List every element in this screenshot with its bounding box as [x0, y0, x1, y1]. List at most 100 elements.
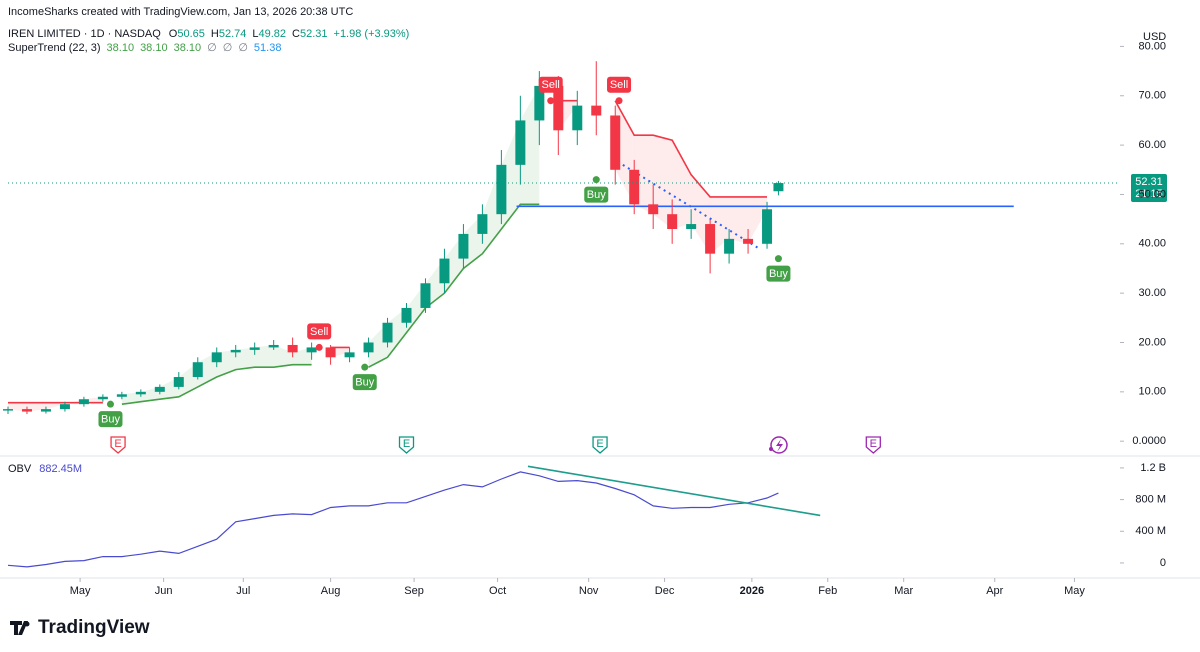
signal-label: Buy	[101, 414, 120, 426]
candle-body	[477, 214, 488, 234]
y-tick-label: 0.0000	[1132, 435, 1166, 447]
candle-body	[78, 399, 89, 405]
signal-label: Buy	[769, 268, 788, 280]
event-label: E	[870, 438, 877, 450]
signal-dot	[106, 400, 114, 408]
x-tick-label: Nov	[579, 585, 599, 597]
event-label: E	[596, 438, 603, 450]
ohlc-value: 52.31	[300, 28, 328, 40]
obv-pane	[7, 465, 821, 568]
candle-body	[762, 209, 773, 244]
currency: USD	[1143, 31, 1166, 43]
event-icon	[865, 436, 881, 454]
series-line	[7, 471, 779, 568]
y-tick-label: 10.00	[1138, 386, 1166, 398]
logo	[10, 621, 30, 635]
signal-label: Sell	[610, 79, 628, 91]
credit: IncomeSharks created with TradingView.co…	[8, 6, 353, 18]
x-tick-label: Mar	[894, 585, 913, 597]
candle-body	[154, 386, 165, 392]
signal-dot	[315, 343, 323, 351]
event-icon	[592, 436, 608, 454]
change: +1.98 (+3.93%)	[334, 28, 410, 40]
candle-body	[344, 352, 355, 358]
candle-body	[21, 409, 32, 412]
candle-body	[135, 391, 146, 395]
event-label: E	[403, 438, 410, 450]
signal-box	[607, 76, 632, 93]
legend-indicator: SuperTrend (22, 3) 38.10 38.10 38.10 ∅ ∅ ∅ 51.3…	[8, 42, 281, 54]
x-tick-label: Dec	[655, 585, 675, 597]
signal-label: Sell	[542, 79, 560, 91]
candle-body	[59, 404, 70, 410]
candle-body	[211, 352, 222, 363]
last-price-box	[1131, 174, 1167, 203]
ohlc-label: C	[292, 28, 300, 40]
signal-dot	[361, 363, 369, 371]
x-tick-label: Sep	[404, 585, 424, 597]
candle-body	[401, 307, 412, 323]
signal-dot	[547, 97, 555, 105]
candle-body	[420, 283, 431, 308]
signal-label: Buy	[355, 377, 374, 389]
signal-box	[584, 186, 609, 203]
event-icon	[398, 436, 415, 454]
y-tick-label: 0	[1160, 557, 1166, 569]
signal-dot	[774, 255, 782, 263]
y-tick-label: 70.00	[1138, 90, 1166, 102]
indicator-value: 38.10	[174, 42, 202, 54]
y-tick-label: 400 M	[1135, 525, 1166, 537]
candle-body	[3, 409, 13, 411]
candle-body	[325, 347, 336, 358]
y-tick-label: 50.00	[1138, 188, 1166, 200]
x-tick-label: May	[70, 585, 91, 597]
candle-body	[306, 347, 317, 353]
candle-body	[591, 105, 602, 116]
signal-box	[98, 411, 123, 428]
candle-body	[363, 342, 374, 353]
indicator: SuperTrend (22, 3)	[8, 42, 101, 54]
y-tick-label: 30.00	[1138, 287, 1166, 299]
candle-body	[40, 409, 51, 412]
candle-body	[667, 214, 678, 229]
obv-name: OBV	[8, 463, 32, 475]
y-tick-label: 40.00	[1138, 238, 1166, 250]
x-tick-label: Jul	[236, 585, 250, 597]
symbol: IREN LIMITED · 1D · NASDAQ	[8, 28, 161, 40]
signal-label: Sell	[310, 326, 328, 338]
ohlc-label: O	[169, 28, 178, 40]
candle-body	[192, 362, 203, 378]
candle-body	[496, 164, 507, 215]
signal-box	[538, 76, 563, 93]
candle-body	[116, 394, 127, 397]
y-tick-label: 20.00	[1138, 336, 1166, 348]
indicator-value: 38.10	[107, 42, 135, 54]
brand: TradingView	[38, 617, 150, 638]
ohlc-value: 52.74	[219, 28, 247, 40]
signal-dot	[615, 97, 623, 105]
x-tick-label: Feb	[818, 585, 837, 597]
indicator-value: ∅	[207, 42, 217, 54]
indicator-value: 51.38	[254, 42, 282, 54]
candle-body	[515, 120, 526, 165]
signal-dot	[592, 176, 600, 184]
legend-symbol: IREN LIMITED · 1D · NASDAQ O50.65 H52.74 L4…	[8, 28, 409, 40]
x-tick-label: Apr	[986, 585, 1003, 597]
indicator-value: 38.10	[140, 42, 168, 54]
price-pane	[3, 61, 1014, 415]
signal-box	[766, 265, 791, 282]
y-tick-label: 800 M	[1135, 494, 1166, 506]
x-tick-label: Aug	[321, 585, 341, 597]
y-tick-label: 1.2 B	[1140, 462, 1166, 474]
series-line	[8, 99, 767, 404]
ohlc-label: H	[211, 28, 219, 40]
candle-body	[648, 204, 659, 215]
ohlc-label: L	[252, 28, 258, 40]
candle-body	[173, 377, 184, 387]
trend-line	[622, 163, 760, 250]
indicator-value: ∅	[223, 42, 233, 54]
trend-fill	[235, 347, 255, 370]
obv-legend: OBV 882.45M	[8, 463, 82, 475]
